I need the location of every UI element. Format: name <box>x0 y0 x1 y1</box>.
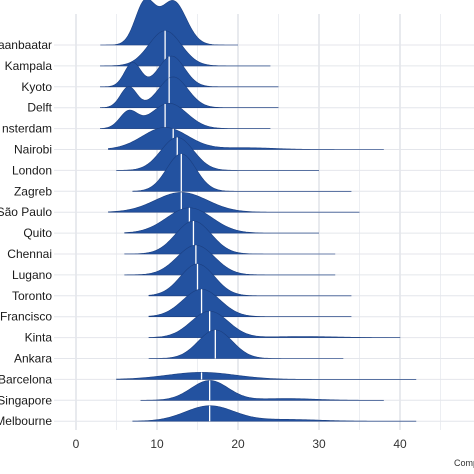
category-label: nsterdam <box>2 122 52 136</box>
ridge-nairobi <box>108 127 384 150</box>
ridge-density <box>148 288 352 317</box>
category-label: Barcelona <box>0 372 52 386</box>
x-tick-label: 0 <box>73 437 80 451</box>
ridge-density <box>116 372 417 380</box>
category-label: São Paulo <box>0 205 52 219</box>
category-label: Kyoto <box>21 80 52 94</box>
category-label: Lugano <box>12 268 52 282</box>
ridge-density <box>148 263 352 297</box>
ridge-ankara <box>148 329 344 359</box>
ridge-density <box>140 380 384 401</box>
category-label: aanbaatar <box>0 38 52 52</box>
category-label: Nairobi <box>14 143 52 157</box>
ridge-amsterdam <box>100 103 271 130</box>
ridge-density <box>148 329 344 359</box>
ridge-london <box>116 137 319 171</box>
category-label: Ankara <box>14 352 52 366</box>
ridge-density <box>116 137 319 171</box>
category-label: Singapore <box>0 393 52 407</box>
ridge-delft <box>100 76 279 109</box>
category-label: Francisco <box>0 310 52 324</box>
ridge-melbourne <box>132 405 417 422</box>
category-label: London <box>12 163 52 177</box>
category-label: Kampala <box>5 59 53 73</box>
ridge-density <box>132 405 417 422</box>
category-label: Toronto <box>12 289 52 303</box>
ridge-density <box>100 55 279 88</box>
ridge-singapore <box>140 380 384 401</box>
ridge-density <box>108 127 384 150</box>
ridge-density <box>124 207 319 234</box>
x-axis-title: Comp <box>454 458 474 468</box>
category-label: Zagreb <box>14 184 52 198</box>
x-axis: 0 10 20 30 40 <box>73 437 407 451</box>
x-tick-label: 40 <box>393 437 407 451</box>
x-tick-label: 10 <box>150 437 164 451</box>
category-label: Quito <box>23 226 52 240</box>
gridlines <box>54 14 474 430</box>
category-label: Melbourne <box>0 414 52 428</box>
ridge-density <box>108 192 360 213</box>
x-tick-label: 20 <box>231 437 245 451</box>
category-label: Chennai <box>7 247 52 261</box>
ridge-barcelona <box>116 372 417 380</box>
ridge-density <box>124 220 336 255</box>
ridges <box>100 0 417 422</box>
ridge-density <box>100 30 271 67</box>
category-label: Delft <box>27 101 52 115</box>
ridge-density <box>100 103 271 129</box>
ridge-quito <box>124 207 319 234</box>
ridge-density <box>124 244 336 276</box>
ridge-density <box>132 153 352 192</box>
ridge-s-o-paulo <box>108 192 360 213</box>
category-labels: aanbaatar Kampala Kyoto Delft nsterdam Nairob… <box>0 38 53 428</box>
ridge-density <box>100 76 279 108</box>
x-tick-label: 30 <box>312 437 326 451</box>
ridge-density <box>100 0 238 46</box>
ridge-san-francisco <box>148 288 352 318</box>
ridge-zagreb <box>132 153 352 192</box>
category-label: Kinta <box>25 331 53 345</box>
